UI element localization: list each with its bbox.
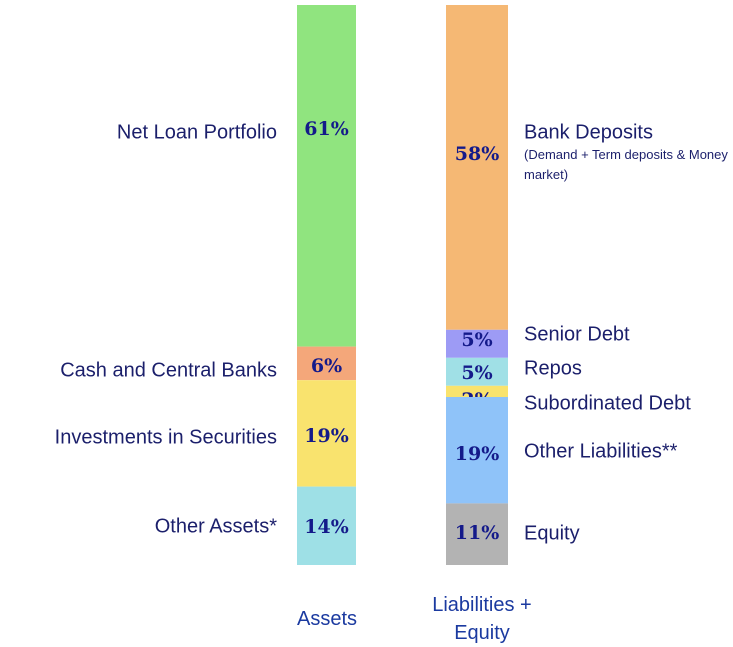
value-label: 5% [461, 362, 492, 384]
bar-segment [297, 346, 356, 381]
bar-segment [446, 329, 508, 358]
segment-label: Cash and Central Banks [60, 359, 277, 381]
value-label: 58% [455, 143, 500, 165]
value-label: 61% [304, 118, 349, 140]
segment-label: Senior Debt [524, 323, 630, 345]
segment-note: (Demand + Term deposits & Money market) [524, 147, 728, 182]
bar-segment [446, 5, 508, 330]
value-label: 19% [455, 443, 500, 465]
value-label: 19% [304, 425, 349, 447]
bar-segment [297, 5, 356, 347]
segment-label: Other Liabilities** [524, 440, 678, 462]
value-label: 5% [461, 329, 492, 351]
segment-label: Subordinated Debt [524, 392, 691, 414]
value-label: 14% [304, 516, 349, 538]
segment-label: Bank Deposits [524, 121, 653, 143]
segment-label: Investments in Securities [55, 426, 277, 448]
bar-segment [446, 397, 508, 504]
bar-segment [446, 503, 508, 565]
value-label: 11% [455, 522, 500, 544]
segment-label: Equity [524, 522, 580, 544]
bar-segment [446, 385, 508, 397]
segment-label: Other Assets* [155, 515, 277, 537]
category-label: Assets [296, 608, 358, 630]
value-label: 6% [311, 355, 342, 377]
segment-label: Net Loan Portfolio [117, 121, 277, 143]
bar-segment [297, 486, 356, 565]
bar-segment [446, 357, 508, 386]
bar-segment [297, 380, 356, 487]
segment-label: Repos [524, 357, 582, 379]
category-label: Liabilities + Equity [432, 594, 532, 644]
